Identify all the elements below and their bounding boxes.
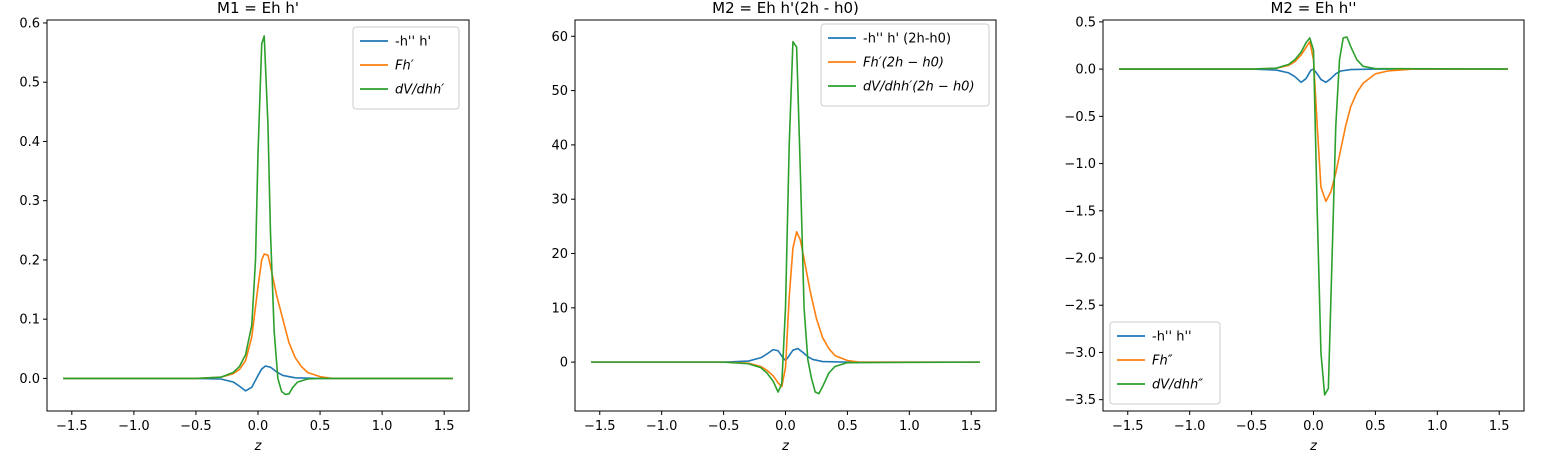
y-tick-label: 0.5 <box>19 76 40 91</box>
chart-panel-2: −1.5 −1.0 −0.5 0.0 0.5 1.0 1.5 0 10 20 30 40 50 60 M2 … <box>551 0 997 450</box>
y-tick-label: 10 <box>551 301 568 316</box>
series-line-3 <box>591 40 980 395</box>
y-tick-label: 50 <box>551 84 568 99</box>
y-tick-label: 0.2 <box>19 253 40 268</box>
x-tick-label: 0.5 <box>1365 419 1386 434</box>
x-tick-label: 1.5 <box>1489 419 1510 434</box>
series-line-2 <box>63 253 453 380</box>
y-tick-label: 20 <box>551 247 568 262</box>
chart-title: M2 = Eh h'' <box>1270 0 1356 17</box>
y-tick-label: 40 <box>551 138 568 153</box>
x-tick-label: −1.0 <box>1174 419 1206 434</box>
chart-title: M2 = Eh h'(2h - h0) <box>712 0 859 17</box>
x-tick-label: 0.5 <box>837 419 858 434</box>
x-tick-label: 1.0 <box>372 419 393 434</box>
x-tick-label: −1.5 <box>56 419 88 434</box>
x-tick-label: 0.0 <box>1303 419 1324 434</box>
y-tick-label: 0.0 <box>19 372 40 387</box>
series-line-1 <box>591 347 980 363</box>
series-line-2 <box>1119 40 1508 203</box>
legend: -h'' h'' Fh″ dV/dhh″ <box>1109 321 1221 405</box>
y-tick-label: 0.0 <box>1075 63 1096 78</box>
y-tick-label: −3.5 <box>1064 393 1096 408</box>
legend-entry: Fh′ <box>395 59 414 74</box>
x-tick-label: −1.0 <box>646 419 678 434</box>
y-tick-label: 0.5 <box>1075 15 1096 30</box>
y-tick-label: −3.0 <box>1064 346 1096 361</box>
x-tick-label: 0.0 <box>775 419 796 434</box>
y-tick-label: 0.3 <box>19 194 40 209</box>
x-tick-label: 0.5 <box>310 419 331 434</box>
x-tick-label: −0.5 <box>180 419 212 434</box>
legend: -h'' h' Fh′ dV/dhh′ <box>352 26 460 110</box>
y-tick-label: 0.4 <box>19 135 40 150</box>
x-tick-label: 1.0 <box>899 419 920 434</box>
x-tick-label: 1.5 <box>961 419 982 434</box>
y-tick-label: −0.5 <box>1064 110 1096 125</box>
x-tick-label: 1.5 <box>434 419 455 434</box>
legend-box <box>820 23 990 107</box>
x-tick-label: 0.0 <box>248 419 269 434</box>
x-axis-label: z <box>1309 439 1318 450</box>
y-tick-label: 0 <box>560 356 568 371</box>
y-tick-label: −1.0 <box>1064 157 1096 172</box>
y-tick-label: −1.5 <box>1064 204 1096 219</box>
series-line-2 <box>591 230 980 388</box>
legend-entry: -h'' h' <box>395 35 431 50</box>
series-line-1 <box>1119 68 1508 84</box>
legend-entry: dV/dhh′(2h − h0) <box>863 80 975 95</box>
y-tick-label: 60 <box>551 30 568 45</box>
legend-entry: -h'' h' (2h-h0) <box>863 32 951 47</box>
x-tick-label: −1.0 <box>118 419 150 434</box>
y-tick-label: −2.0 <box>1064 252 1096 267</box>
legend-entry: Fh″ <box>1152 354 1173 369</box>
legend-entry: Fh′(2h − h0) <box>863 56 944 71</box>
y-tick-label: 0.1 <box>19 313 40 328</box>
y-tick-label: 0.6 <box>19 16 40 31</box>
x-tick-label: 1.0 <box>1427 419 1448 434</box>
x-axis-label: z <box>781 439 790 450</box>
legend-entry: -h'' h'' <box>1152 330 1192 345</box>
x-axis-label: z <box>254 439 263 450</box>
y-tick-label: −2.5 <box>1064 299 1096 314</box>
series-line-3 <box>1119 36 1508 396</box>
chart-title: M1 = Eh h' <box>217 0 299 17</box>
series-line-1 <box>63 365 453 392</box>
legend-entry: dV/dhh′ <box>395 83 444 98</box>
series-line-3 <box>63 35 453 396</box>
y-tick-label: 30 <box>551 193 568 208</box>
legend-entry: dV/dhh″ <box>1152 378 1203 393</box>
chart-panel-1: −1.5 −1.0 −0.5 0.0 0.5 1.0 1.5 0.0 0.1 0.2 0.3 0.4 0… <box>19 0 470 450</box>
legend: -h'' h' (2h-h0) Fh′(2h − h0) dV/dhh′(2h − … <box>820 23 990 107</box>
x-tick-label: −1.5 <box>1112 419 1144 434</box>
x-tick-label: −1.5 <box>584 419 616 434</box>
x-tick-label: −0.5 <box>1236 419 1268 434</box>
chart-panel-3: −1.5 −1.0 −0.5 0.0 0.5 1.0 1.5 0.5 0.0 −0.5 −1.0 −1… <box>1064 0 1525 450</box>
x-tick-label: −0.5 <box>708 419 740 434</box>
